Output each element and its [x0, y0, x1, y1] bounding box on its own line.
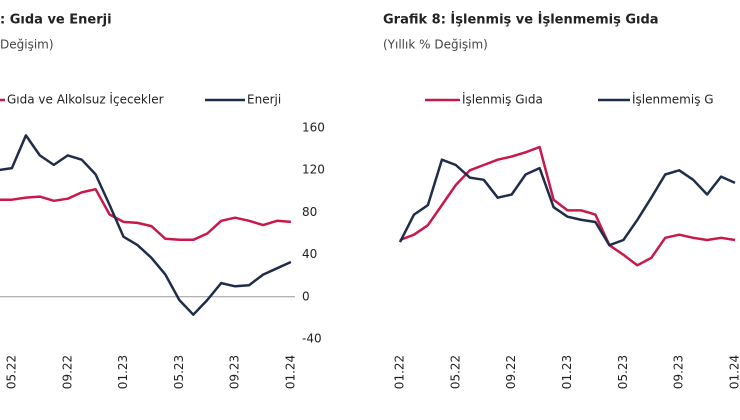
x-tick-label: 05.23	[172, 355, 186, 389]
series-line	[0, 134, 292, 316]
x-tick-label: 05.22	[448, 355, 462, 389]
x-tick-label: 01.23	[116, 355, 130, 389]
y-tick-label: 120	[302, 163, 325, 177]
chart-title: : Gıda ve Enerji	[0, 13, 112, 28]
y-tick-label: 160	[302, 121, 325, 135]
x-tick-label: 09.22	[504, 355, 518, 389]
chart-title: Grafik 8: İşlenmiş ve İşlenmemiş Gıda	[383, 12, 659, 28]
x-tick-label: 09.22	[60, 355, 74, 389]
legend-label: İşlenmemiş G	[632, 92, 714, 107]
y-tick-label: 80	[302, 205, 317, 219]
x-tick-label: 01.24	[728, 355, 740, 389]
legend-label: Gıda ve Alkolsuz İçecekler	[7, 92, 164, 107]
y-tick-label: -40	[302, 332, 322, 346]
legend-label: Enerji	[247, 93, 281, 107]
y-tick-label: 0	[302, 289, 310, 303]
x-tick-label: 05.22	[4, 355, 18, 389]
series-line	[0, 187, 291, 242]
x-tick-label: 09.23	[228, 355, 242, 389]
y-tick-label: 40	[302, 247, 317, 261]
chart-subtitle: (Yıllık % Değişim)	[383, 38, 488, 52]
x-tick-label: 01.22	[393, 355, 407, 389]
series-line	[398, 158, 736, 247]
x-tick-label: 09.23	[672, 355, 686, 389]
x-tick-label: 01.23	[560, 355, 574, 389]
chart-subtitle: Değişim)	[0, 38, 54, 52]
series-line	[399, 145, 736, 267]
legend-label: İşlenmiş Gıda	[462, 92, 543, 107]
x-tick-label: 05.23	[616, 355, 630, 389]
x-tick-label: 01.24	[283, 355, 297, 389]
